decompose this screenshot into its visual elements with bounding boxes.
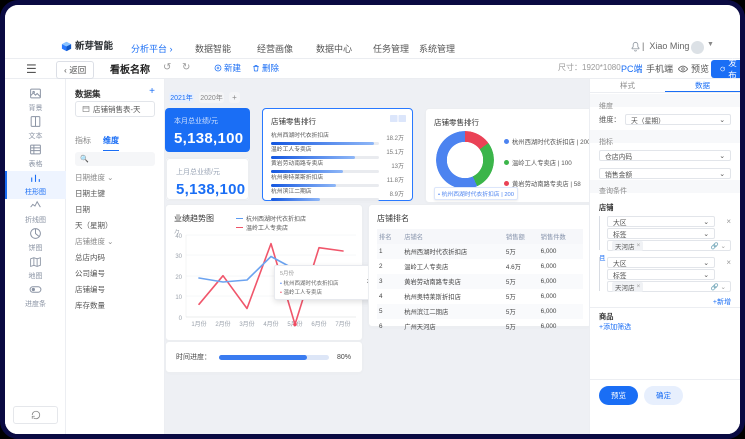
svg-text:30: 30 [175, 254, 182, 260]
svg-text:2月份: 2月份 [215, 320, 230, 328]
svg-text:3月份: 3月份 [239, 320, 254, 328]
svg-text:7月份: 7月份 [335, 320, 350, 328]
svg-text:万: 万 [174, 229, 180, 235]
svg-text:20: 20 [175, 275, 182, 281]
svg-text:4月份: 4月份 [263, 320, 278, 328]
svg-text:1月份: 1月份 [191, 320, 206, 328]
svg-text:0: 0 [179, 316, 183, 322]
svg-text:10: 10 [175, 295, 182, 301]
svg-text:6月份: 6月份 [311, 320, 326, 328]
